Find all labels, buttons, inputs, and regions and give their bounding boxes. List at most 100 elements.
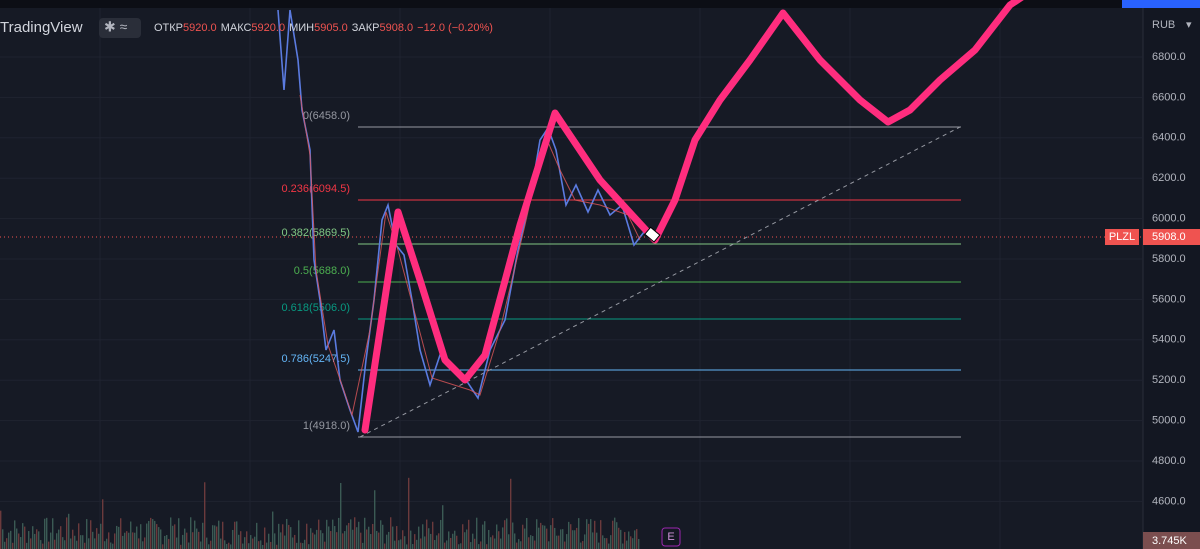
- volume-bar: [54, 539, 56, 549]
- top-button[interactable]: [1122, 0, 1200, 8]
- volume-bar: [382, 524, 384, 549]
- volume-bar: [502, 527, 504, 549]
- volume-bar: [508, 534, 510, 549]
- volume-bar: [194, 520, 196, 549]
- volume-bar: [328, 526, 330, 549]
- volume-bar: [252, 538, 254, 549]
- volume-bar: [14, 520, 16, 549]
- volume-bar: [444, 542, 446, 549]
- volume-bar: [334, 526, 336, 549]
- event-marker[interactable]: [661, 527, 681, 547]
- volume-bar: [630, 536, 632, 549]
- volume-bar: [150, 517, 152, 549]
- ohlc-label: ЗАКР: [352, 22, 380, 34]
- volume-bar: [452, 533, 454, 549]
- volume-bar: [308, 544, 310, 549]
- volume-bar: [82, 535, 84, 549]
- volume-bar: [496, 524, 498, 549]
- volume-bar: [604, 538, 606, 549]
- volume-bar: [558, 535, 560, 549]
- volume-bar: [324, 541, 326, 549]
- volume-bar: [354, 517, 356, 549]
- last-price-tag: [1143, 229, 1200, 245]
- volume-bar: [614, 517, 616, 549]
- volume-bar: [222, 521, 224, 549]
- volume-bar: [282, 524, 284, 549]
- volume-bar: [90, 520, 92, 549]
- volume-value: 3.745K: [1152, 535, 1188, 547]
- volume-bar: [390, 517, 392, 549]
- volume-bar: [358, 521, 360, 549]
- volume-bar: [286, 518, 288, 549]
- volume-bar: [500, 538, 502, 549]
- volume-bar: [80, 535, 82, 549]
- volume-bar: [458, 544, 460, 549]
- volume-bar: [216, 526, 218, 549]
- volume-bar: [144, 537, 146, 549]
- trend-line: [359, 126, 961, 438]
- volume-bar: [528, 537, 530, 549]
- volume-bar: [510, 478, 512, 549]
- volume-bar: [348, 522, 350, 549]
- volume-bar: [462, 524, 464, 549]
- price-axis-bg: [1143, 8, 1200, 549]
- volume-bar: [612, 520, 614, 549]
- volume-bar: [518, 539, 520, 549]
- volume-bar: [20, 537, 22, 549]
- volume-bar: [318, 519, 320, 549]
- volume-bar: [632, 538, 634, 549]
- fib-label: 0.236(6094.5): [282, 183, 351, 195]
- volume-bar: [132, 532, 134, 549]
- volume-bar: [310, 528, 312, 549]
- volume-bar: [312, 532, 314, 549]
- volume-bar: [26, 542, 28, 549]
- indicator-buttons[interactable]: [99, 18, 141, 38]
- volume-bar: [212, 525, 214, 549]
- volume-bar: [158, 527, 160, 549]
- volume-bar: [134, 532, 136, 549]
- volume-bar: [140, 524, 142, 549]
- volume-bar: [506, 518, 508, 549]
- volume-bar: [148, 520, 150, 549]
- volume-bar: [606, 538, 608, 549]
- icon: ✱ ≈: [104, 19, 128, 35]
- volume-bar: [416, 539, 418, 549]
- volume-bar: [370, 534, 372, 549]
- volume-bar: [72, 529, 74, 549]
- volume-bar: [120, 518, 122, 549]
- volume-bar: [410, 530, 412, 549]
- price-label: 5400.0: [1152, 334, 1186, 346]
- volume-bar: [638, 538, 640, 549]
- volume-bar: [0, 510, 2, 549]
- volume-bar: [380, 520, 382, 549]
- volume-bar: [66, 517, 68, 549]
- volume-bar: [74, 535, 76, 549]
- last-price: 5908.0: [1152, 231, 1186, 243]
- volume-bar: [522, 524, 524, 549]
- volume-bar: [128, 532, 130, 549]
- volume-bar: [246, 531, 248, 549]
- price-label: 4600.0: [1152, 495, 1186, 507]
- volume-bar: [402, 530, 404, 549]
- volume-bar: [302, 543, 304, 549]
- volume-bar: [556, 535, 558, 549]
- volume-bar: [568, 521, 570, 549]
- volume-bar: [342, 533, 344, 549]
- volume-bar: [554, 527, 556, 549]
- currency[interactable]: RUB: [1152, 19, 1175, 31]
- ohlc-value: 5905.0: [314, 22, 348, 34]
- volume-bar: [366, 529, 368, 549]
- volume-bar: [336, 532, 338, 549]
- price-label: 5000.0: [1152, 415, 1186, 427]
- volume-bar: [488, 529, 490, 549]
- volume-bar: [300, 542, 302, 549]
- volume-bar: [110, 542, 112, 549]
- volume-bar: [294, 534, 296, 549]
- volume-bar: [122, 535, 124, 549]
- volume-bar: [564, 541, 566, 549]
- volume-bar: [44, 518, 46, 549]
- volume-tag: [1143, 532, 1200, 549]
- price-label: 5600.0: [1152, 293, 1186, 305]
- change: −12.0 (−0.20%): [417, 22, 493, 34]
- volume-bar: [602, 535, 604, 549]
